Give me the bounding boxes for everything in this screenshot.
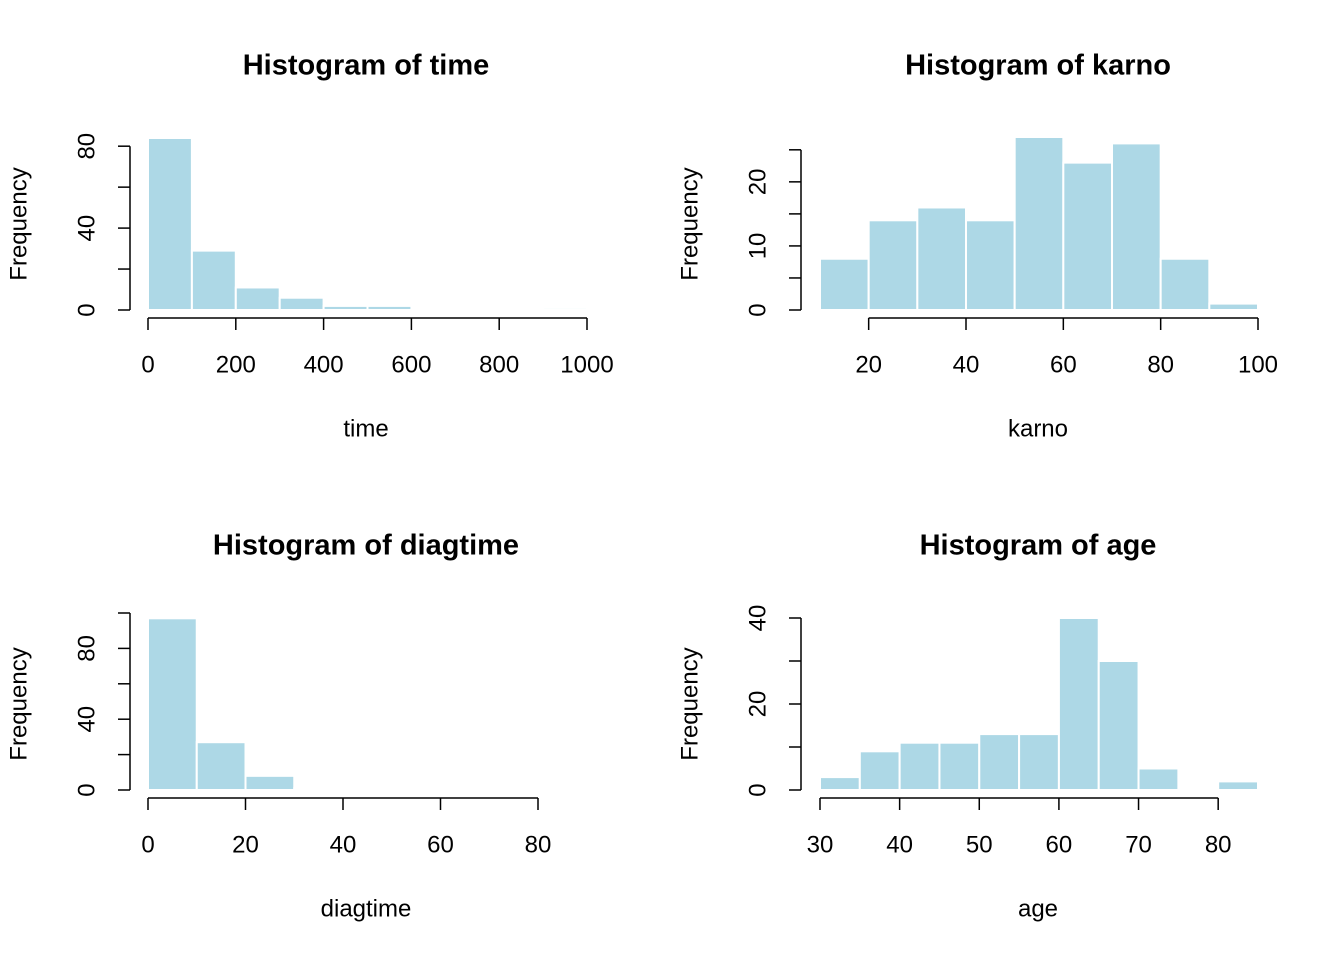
y-tick-label: 80 <box>73 133 100 160</box>
bar <box>1013 136 1065 311</box>
bar <box>1062 161 1114 311</box>
x-tick-label: 60 <box>1046 831 1073 858</box>
bar <box>293 787 344 791</box>
chart-title: Histogram of age <box>920 530 1157 562</box>
x-axis-label: time <box>343 415 388 442</box>
bar <box>858 750 901 791</box>
chart-title: Histogram of diagtime <box>213 530 519 562</box>
y-tick-label: 0 <box>744 303 771 316</box>
bar <box>195 741 247 792</box>
y-tick-label: 80 <box>73 635 100 662</box>
x-tick-label: 60 <box>427 831 454 858</box>
chart-title: Histogram of karno <box>905 50 1171 82</box>
x-tick-label: 0 <box>141 351 154 378</box>
x-axis-label: age <box>1018 895 1058 922</box>
bar <box>819 257 870 312</box>
x-tick-label: 20 <box>232 831 259 858</box>
y-tick-label: 0 <box>744 783 771 796</box>
bar <box>190 249 237 311</box>
x-axis-label: karno <box>1008 415 1068 442</box>
x-tick-label: 40 <box>886 831 913 858</box>
bar <box>819 776 861 791</box>
bar <box>1137 767 1180 791</box>
y-tick-label: 0 <box>73 303 100 316</box>
bar <box>278 296 325 312</box>
bar <box>147 617 198 791</box>
x-tick-label: 80 <box>1147 351 1174 378</box>
bar <box>322 304 369 311</box>
y-axis-label: Frequency <box>5 647 32 760</box>
bar <box>1159 257 1211 312</box>
y-tick-label: 20 <box>744 169 771 196</box>
x-tick-label: 600 <box>391 351 431 378</box>
x-tick-label: 800 <box>479 351 519 378</box>
bar <box>938 741 981 792</box>
x-tick-label: 80 <box>1205 831 1232 858</box>
x-tick-label: 80 <box>525 831 552 858</box>
bar <box>1097 660 1140 791</box>
y-tick-label: 40 <box>744 605 771 632</box>
y-axis-label: Frequency <box>5 167 32 280</box>
x-tick-label: 200 <box>216 351 256 378</box>
x-tick-label: 400 <box>304 351 344 378</box>
x-tick-label: 40 <box>330 831 357 858</box>
x-axis-label: diagtime <box>321 895 412 922</box>
bar <box>234 286 281 312</box>
x-tick-label: 100 <box>1238 351 1278 378</box>
chart-title: Histogram of time <box>243 50 490 82</box>
x-tick-label: 20 <box>855 351 882 378</box>
bar <box>978 733 1021 791</box>
bar <box>1208 302 1260 311</box>
x-tick-label: 60 <box>1050 351 1077 378</box>
bar <box>1111 142 1162 311</box>
bar <box>867 219 919 311</box>
x-tick-label: 30 <box>807 831 834 858</box>
bar <box>542 306 588 312</box>
x-tick-label: 50 <box>966 831 993 858</box>
bar <box>916 206 967 311</box>
y-tick-label: 40 <box>73 706 100 733</box>
bar <box>244 774 296 792</box>
y-axis-label: Frequency <box>676 647 703 760</box>
bar <box>366 304 413 311</box>
bar <box>965 219 1016 311</box>
y-tick-label: 10 <box>744 233 771 260</box>
y-tick-label: 40 <box>73 215 100 242</box>
x-tick-label: 1000 <box>560 351 613 378</box>
bar <box>1018 733 1060 791</box>
bar <box>147 137 193 311</box>
bar <box>1217 780 1259 792</box>
x-tick-label: 40 <box>953 351 980 378</box>
bar <box>898 741 941 792</box>
y-tick-label: 0 <box>73 783 100 796</box>
y-axis-label: Frequency <box>676 167 703 280</box>
bar <box>1057 617 1100 791</box>
x-tick-label: 0 <box>141 831 154 858</box>
x-tick-label: 70 <box>1125 831 1152 858</box>
y-tick-label: 20 <box>744 691 771 718</box>
